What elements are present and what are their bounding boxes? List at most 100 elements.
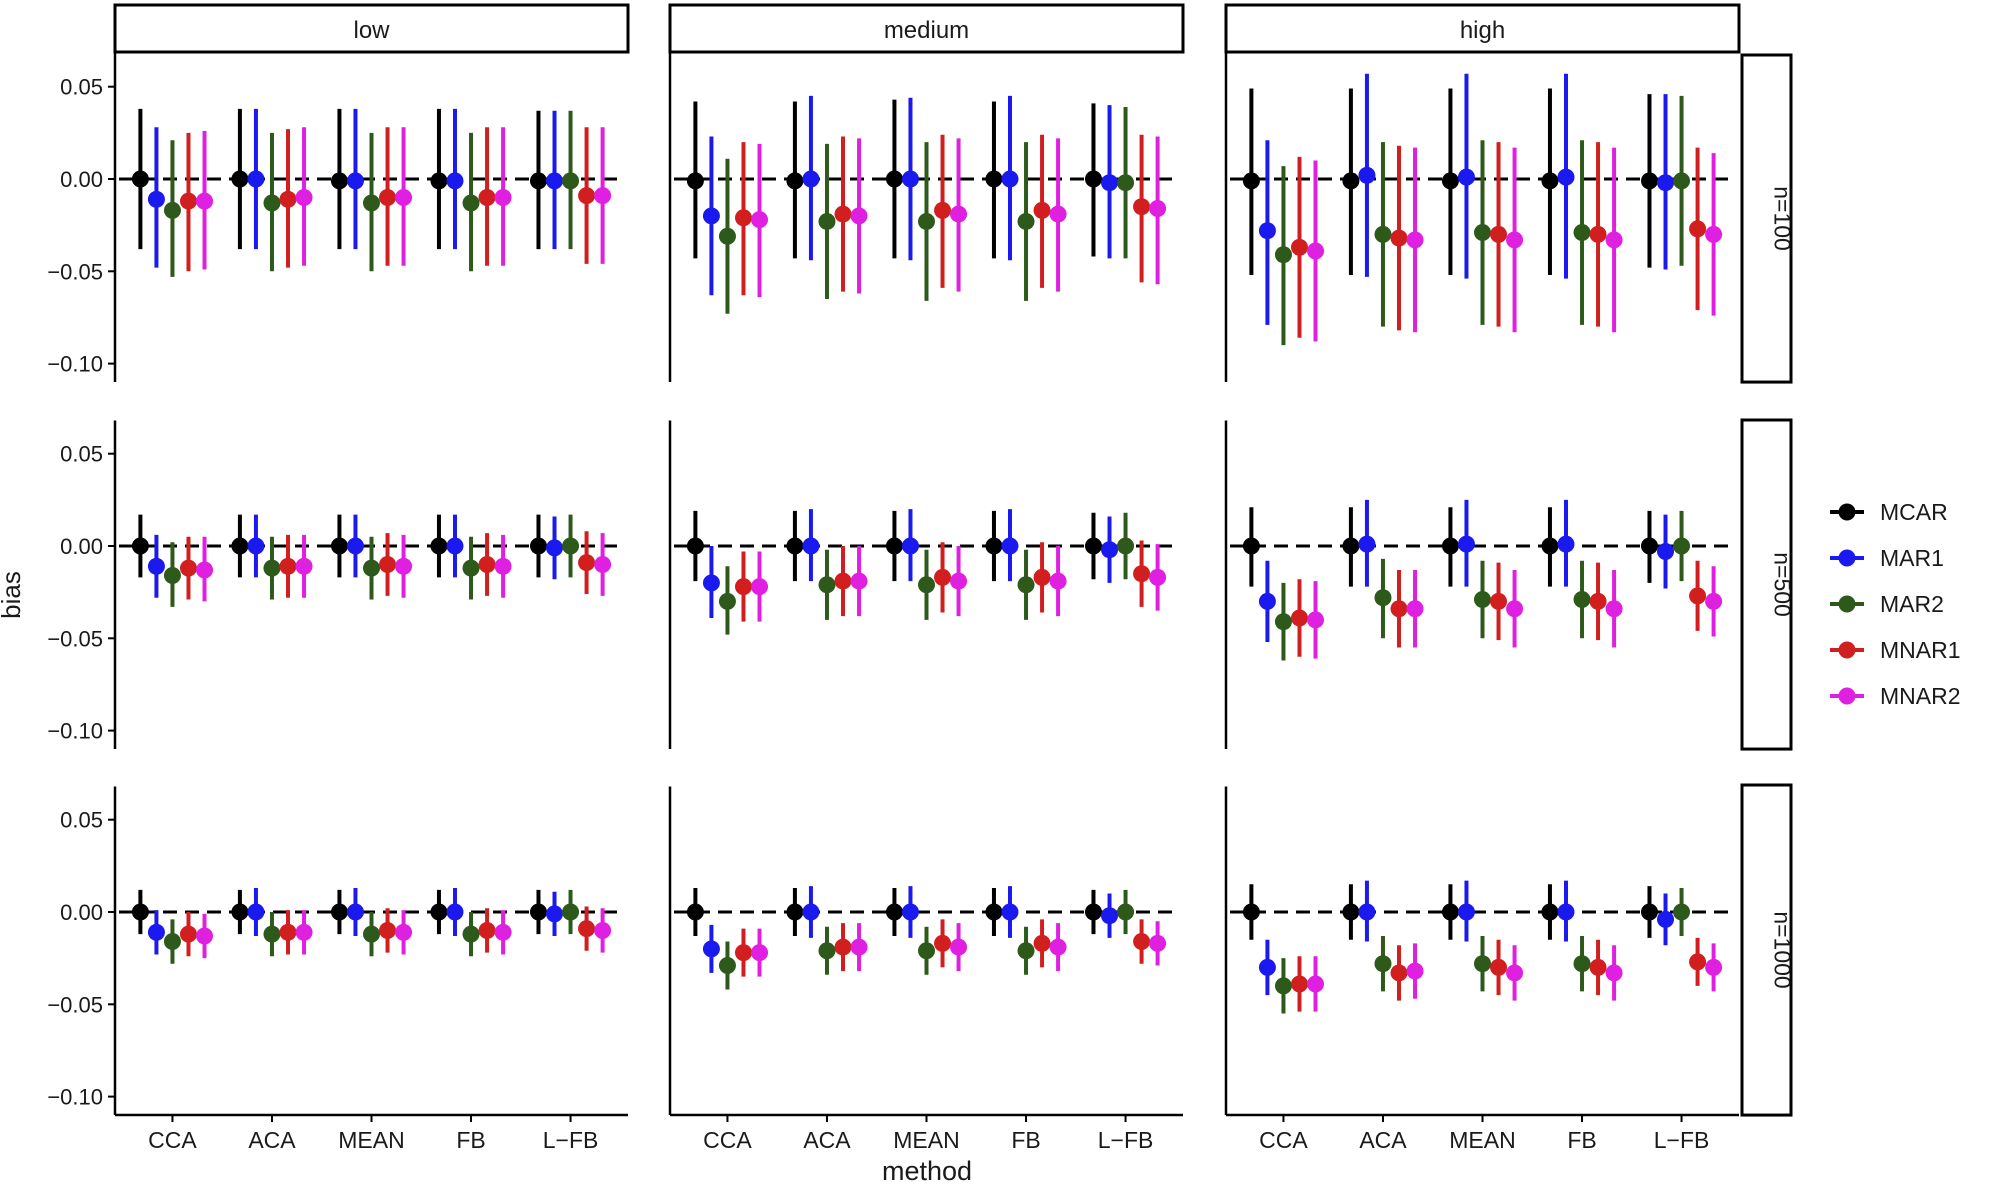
pointrange-mar1 — [802, 95, 820, 261]
pointrange-mar1 — [1457, 880, 1475, 942]
point-estimate — [494, 557, 512, 575]
point-estimate — [1258, 958, 1276, 976]
pointrange-mar2 — [1017, 549, 1035, 620]
point-estimate — [147, 190, 165, 208]
point-estimate — [786, 537, 804, 555]
y-axis-title: bias — [0, 571, 26, 619]
point-estimate — [751, 578, 769, 596]
point-estimate — [562, 903, 580, 921]
point-estimate — [295, 923, 313, 941]
facet-label-medium: medium — [884, 17, 969, 44]
point-estimate — [395, 557, 413, 575]
pointrange-mar1 — [546, 891, 564, 936]
point-estimate — [346, 537, 364, 555]
pointrange-mnar2 — [1506, 147, 1524, 333]
pointrange-mnar1 — [1290, 956, 1308, 1012]
pointrange-mnar2 — [1049, 138, 1067, 292]
point-estimate — [1705, 592, 1723, 610]
pointrange-mnar2 — [494, 534, 512, 598]
point-estimate — [529, 537, 547, 555]
point-estimate — [529, 172, 547, 190]
point-estimate — [147, 557, 165, 575]
x-tick-label: L−FB — [543, 1127, 599, 1153]
pointrange-mnar1 — [578, 906, 596, 951]
point-estimate — [734, 944, 752, 962]
point-estimate — [478, 555, 496, 573]
point-estimate — [1541, 537, 1559, 555]
point-estimate — [594, 921, 612, 939]
point-estimate — [934, 568, 952, 586]
pointrange-mar2 — [918, 926, 935, 975]
pointrange-mar1 — [1258, 560, 1276, 642]
x-tick-label: L−FB — [1098, 1127, 1154, 1153]
pointrange-mcar — [1541, 884, 1559, 940]
point-estimate — [1605, 964, 1623, 982]
facet-strip-n=1000 — [1740, 783, 1793, 1117]
point-estimate — [818, 212, 836, 230]
pointrange-mnar1 — [1490, 939, 1508, 996]
y-tick-label: −0.05 — [47, 992, 103, 1017]
point-estimate — [686, 537, 704, 555]
legend-label: MAR2 — [1880, 591, 1944, 617]
legend-item-mnar2: MNAR2 — [1830, 683, 1961, 709]
point-estimate — [1374, 225, 1392, 243]
point-estimate — [395, 923, 413, 941]
point-estimate — [1049, 938, 1067, 956]
pointrange-mar2 — [1017, 142, 1035, 301]
point-estimate — [1640, 537, 1658, 555]
pointrange-mar2 — [818, 549, 836, 620]
pointrange-mnar2 — [494, 910, 512, 955]
point-estimate — [1101, 541, 1119, 559]
pointrange-mcar — [231, 889, 249, 935]
pointrange-mnar2 — [1605, 945, 1623, 1001]
point-estimate — [363, 559, 380, 577]
point-estimate — [1117, 174, 1135, 192]
pointrange-mnar2 — [1406, 943, 1424, 999]
pointrange-mnar2 — [751, 928, 769, 977]
pointrange-mcar — [1640, 886, 1658, 938]
facet-strip-n=100 — [1740, 53, 1793, 384]
pointrange-mnar1 — [379, 533, 397, 596]
pointrange-mnar1 — [1390, 145, 1408, 331]
point-estimate — [802, 903, 820, 921]
point-estimate — [379, 188, 397, 206]
facet-label-high: high — [1460, 17, 1505, 44]
point-estimate — [834, 938, 852, 956]
legend-label: MNAR2 — [1880, 683, 1961, 709]
point-estimate — [430, 903, 448, 921]
pointrange-mcar — [1441, 507, 1459, 587]
pointrange-mcar — [1084, 103, 1102, 257]
pointrange-mnar1 — [934, 134, 952, 288]
point-estimate — [686, 903, 704, 921]
pointrange-mnar2 — [1605, 569, 1623, 648]
point-estimate — [346, 172, 364, 190]
legend-label: MCAR — [1880, 499, 1948, 525]
pointrange-mnar1 — [1490, 562, 1508, 641]
point-estimate — [1657, 174, 1675, 192]
point-estimate — [1490, 592, 1508, 610]
pointrange-mcar — [985, 101, 1003, 259]
point-estimate — [918, 212, 935, 230]
pointrange-mnar2 — [196, 913, 214, 959]
point-estimate — [179, 925, 197, 943]
pointrange-mcar — [430, 889, 448, 935]
point-estimate — [1474, 955, 1491, 973]
y-tick-label: 0.00 — [60, 167, 103, 192]
point-estimate — [950, 205, 968, 223]
point-estimate — [1290, 238, 1308, 256]
pointrange-mnar2 — [196, 131, 214, 270]
point-estimate — [1573, 224, 1591, 242]
point-estimate — [1673, 172, 1691, 190]
point-estimate — [478, 921, 496, 939]
pointrange-mcar — [1640, 510, 1658, 583]
pointrange-mnar1 — [379, 908, 397, 953]
pointrange-mnar2 — [295, 534, 313, 598]
point-estimate — [718, 592, 736, 610]
point-estimate — [834, 205, 852, 223]
point-estimate — [263, 925, 281, 943]
pointrange-mcar — [985, 888, 1003, 936]
pointrange-mcar — [430, 514, 448, 578]
point-estimate — [363, 194, 380, 212]
pointrange-mar2 — [1274, 582, 1292, 661]
pointrange-mnar2 — [1307, 956, 1325, 1012]
